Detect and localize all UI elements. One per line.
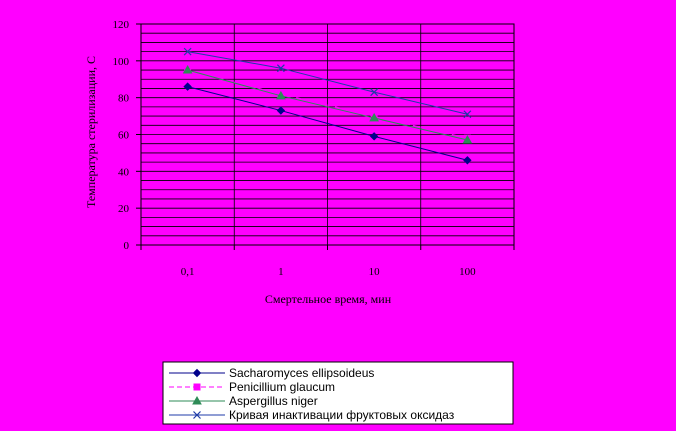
data-point — [369, 112, 379, 122]
data-point — [182, 65, 193, 74]
data-point — [276, 106, 286, 115]
grid — [140, 23, 515, 246]
series-3 — [182, 65, 473, 144]
x-axis-title: Смертельное время, мин — [265, 292, 392, 306]
y-axis-title: Температура стерилизации, С — [84, 56, 98, 208]
y-tick-label: 40 — [118, 166, 130, 178]
x-marker-stroke — [463, 110, 472, 119]
legend-marker — [193, 411, 201, 419]
x-tick-label: 10 — [369, 266, 381, 278]
x-marker-stroke — [276, 64, 285, 73]
legend-marker — [193, 383, 201, 391]
data-point — [463, 156, 472, 165]
x-tick-label: 1 — [278, 266, 284, 278]
series-group — [182, 47, 473, 165]
legend-label: Sacharomyces ellipsoideus — [229, 366, 374, 380]
y-tick-label: 20 — [118, 203, 130, 215]
data-point — [462, 135, 473, 144]
y-tick-label: 60 — [118, 130, 130, 142]
legend-label: Кривая инактивации фруктовых оксидаз — [229, 408, 455, 422]
data-point — [370, 88, 379, 97]
x-tick-label: 100 — [459, 266, 476, 278]
legend-marker — [192, 368, 202, 378]
data-point — [183, 47, 192, 56]
y-tick-label: 120 — [113, 19, 130, 31]
tick-labels: 0 20 40 60 80 100 120 0,1 1 10 100 — [113, 19, 515, 278]
series-4 — [183, 47, 472, 119]
legend-item: Кривая инактивации фруктовых оксидаз — [169, 408, 455, 422]
y-tick-label: 100 — [113, 56, 130, 68]
legend-marker — [192, 395, 202, 405]
data-point — [369, 132, 379, 141]
series-line — [187, 69, 468, 139]
y-tick-label: 0 — [124, 240, 130, 252]
x-tick-label: 0,1 — [181, 266, 195, 278]
legend-label: Penicillium glaucum — [229, 380, 335, 394]
data-point — [463, 110, 472, 119]
legend-label: Aspergillus niger — [229, 394, 318, 408]
data-point — [183, 82, 192, 91]
series-line — [187, 86, 468, 161]
y-tick-label: 80 — [118, 93, 130, 105]
series-1 — [183, 82, 472, 165]
x-marker-stroke — [370, 88, 379, 97]
series-line — [187, 51, 468, 115]
data-point — [276, 64, 285, 73]
legend-item: Aspergillus niger — [169, 394, 318, 408]
legend-item: Sacharomyces ellipsoideus — [169, 366, 374, 380]
x-marker-stroke — [193, 411, 201, 419]
series-line — [187, 69, 468, 141]
legend-item: Penicillium glaucum — [169, 380, 335, 394]
x-marker-stroke — [183, 47, 192, 56]
legend-box — [162, 361, 514, 425]
data-point — [276, 90, 286, 100]
